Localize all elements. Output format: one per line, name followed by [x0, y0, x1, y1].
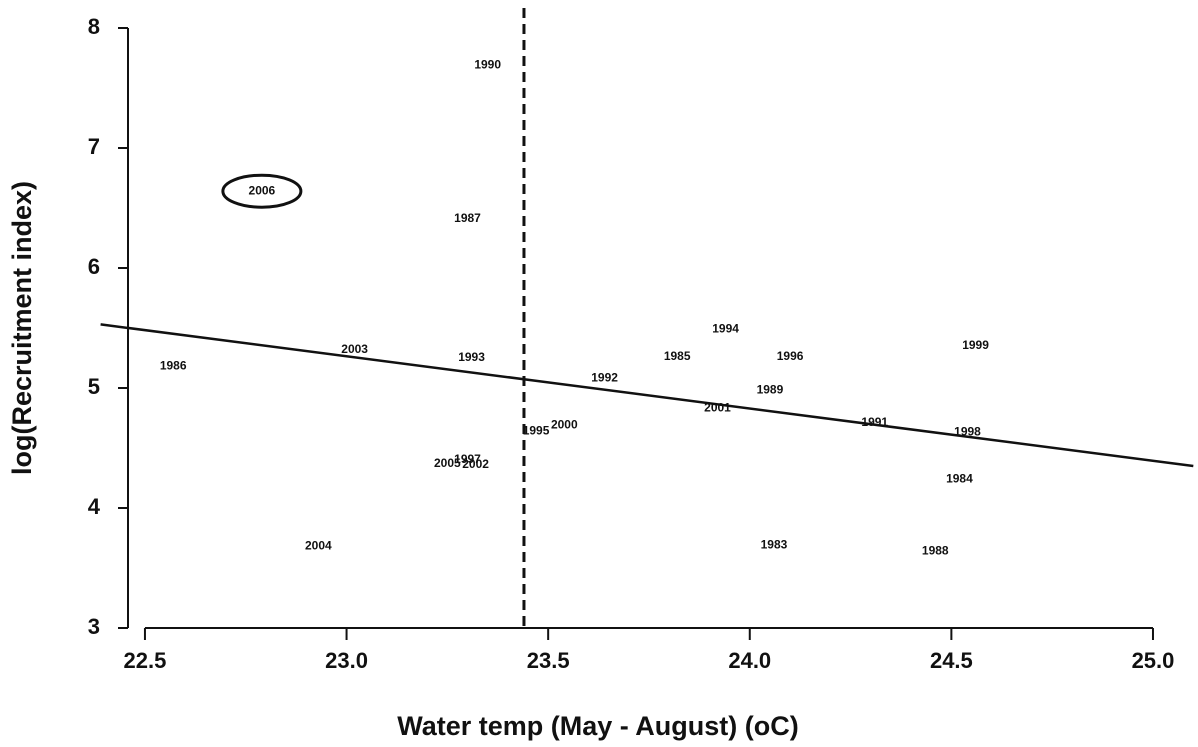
point-label: 2000 [551, 417, 578, 431]
point-label: 1998 [954, 425, 981, 439]
point-label: 2006 [249, 183, 276, 197]
point-label: 2001 [704, 401, 731, 415]
point-label: 1996 [777, 349, 804, 363]
y-tick-label: 5 [88, 374, 100, 399]
highlight-ellipse [221, 173, 303, 209]
point-label: 1999 [962, 338, 989, 352]
point-label: 1983 [761, 537, 788, 551]
fit-line [100, 323, 1194, 468]
point-label: 1997 [454, 452, 481, 466]
point-label: 1991 [861, 415, 888, 429]
point-label: 2002 [462, 457, 489, 471]
x-tick-label: 24.0 [728, 648, 771, 673]
point-label: 1992 [591, 371, 618, 385]
y-tick-label: 7 [88, 134, 100, 159]
y-tick-label: 6 [88, 254, 100, 279]
point-label: 1987 [454, 211, 481, 225]
x-tick-label: 22.5 [124, 648, 167, 673]
x-tick-label: 25.0 [1132, 648, 1175, 673]
point-label: 2003 [341, 342, 368, 356]
point-label: 1984 [946, 471, 973, 485]
y-tick-label: 4 [88, 494, 101, 519]
point-label: 1985 [664, 349, 691, 363]
point-label: 1994 [712, 321, 739, 335]
point-label: 1990 [474, 57, 501, 71]
point-label: 1989 [757, 383, 784, 397]
point-label: 1993 [458, 350, 485, 364]
point-label: 1988 [922, 543, 949, 557]
x-tick-label: 23.5 [527, 648, 570, 673]
x-tick-label: 24.5 [930, 648, 973, 673]
point-label: 2005 [434, 456, 461, 470]
point-label: 1995 [523, 423, 550, 437]
x-axis-title: Water temp (May - August) (oC) [397, 711, 798, 741]
point-label: 2004 [305, 539, 332, 553]
y-tick-label: 8 [88, 14, 100, 39]
point-label: 1986 [160, 359, 187, 373]
y-axis-title: log(Recruitment index) [7, 181, 37, 475]
x-tick-label: 23.0 [325, 648, 368, 673]
y-tick-label: 3 [88, 614, 100, 639]
